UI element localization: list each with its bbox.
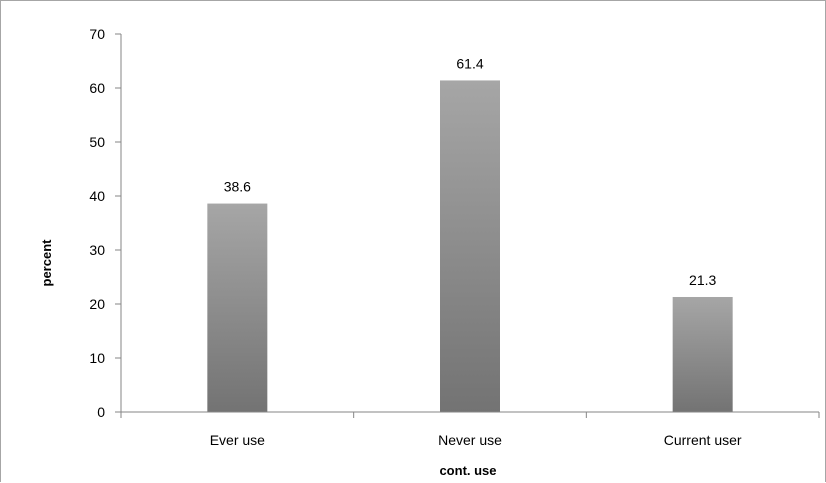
- bar: [207, 203, 268, 412]
- y-tick-label: 50: [89, 134, 105, 150]
- data-label: 38.6: [224, 179, 251, 195]
- x-tick-label: Current user: [664, 432, 742, 448]
- x-axis-title: cont. use: [439, 463, 496, 478]
- axes-layer: [115, 33, 820, 418]
- x-tick-label: Never use: [438, 432, 502, 448]
- data-label: 21.3: [689, 272, 716, 288]
- y-tick-label: 40: [89, 188, 105, 204]
- y-tick-label: 0: [97, 404, 105, 420]
- y-tick-label: 20: [89, 296, 105, 312]
- y-tick-label: 10: [89, 350, 105, 366]
- data-label: 61.4: [456, 55, 483, 71]
- labels-layer: 0 10 20 30 40 50 60 70 38.6 Ever use 61.4 Never use…: [89, 26, 741, 448]
- y-axis-title: percent: [39, 239, 54, 287]
- y-tick-label: 60: [89, 80, 105, 96]
- y-tick-label: 70: [89, 26, 105, 42]
- bars-layer: [207, 80, 733, 412]
- y-tick-label: 30: [89, 242, 105, 258]
- x-tick-label: Ever use: [210, 432, 265, 448]
- bar: [440, 80, 500, 412]
- bar: [672, 296, 733, 412]
